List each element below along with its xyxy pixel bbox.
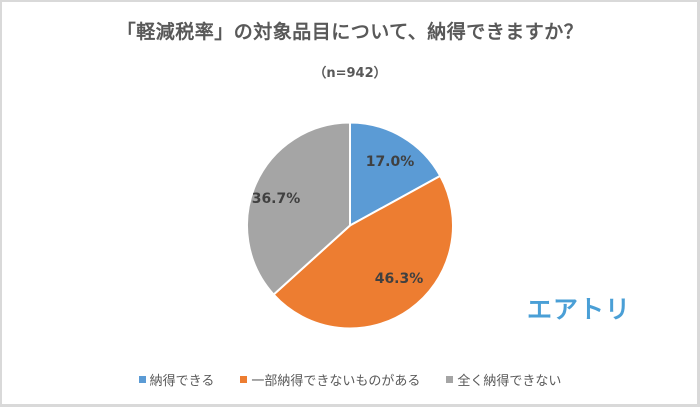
legend-label: 全く納得できない (457, 374, 562, 389)
slice-label-satisfied: 17.0% (366, 154, 415, 170)
slice-label-partially: 46.3% (375, 271, 424, 287)
pie-slice-not-at-all (246, 121, 351, 296)
legend-item-satisfied: 納得できる (138, 370, 215, 389)
airtrip-logo: エアトリ (527, 295, 632, 324)
pie-slice-satisfied (349, 121, 442, 228)
pie-slices (246, 121, 454, 330)
chart-legend: 納得できる 一部納得できないものがある 全く納得できない (0, 370, 700, 389)
legend-label: 納得できる (149, 374, 215, 389)
legend-swatch-orange-icon (240, 376, 248, 383)
legend-swatch-gray-icon (446, 376, 454, 383)
slice-label-not-at-all: 36.7% (252, 191, 301, 207)
legend-swatch-blue-icon (138, 376, 146, 383)
legend-item-partially: 一部納得できないものがある (240, 370, 420, 389)
chart-title: 「軽減税率」の対象品目について、納得できますか？ (116, 21, 584, 43)
legend-item-not-at-all: 全く納得できない (446, 370, 561, 389)
chart-subtitle: （n=942） (313, 66, 387, 81)
legend-label: 一部納得できないものがある (251, 374, 421, 389)
pie-slice-partially (272, 174, 454, 330)
